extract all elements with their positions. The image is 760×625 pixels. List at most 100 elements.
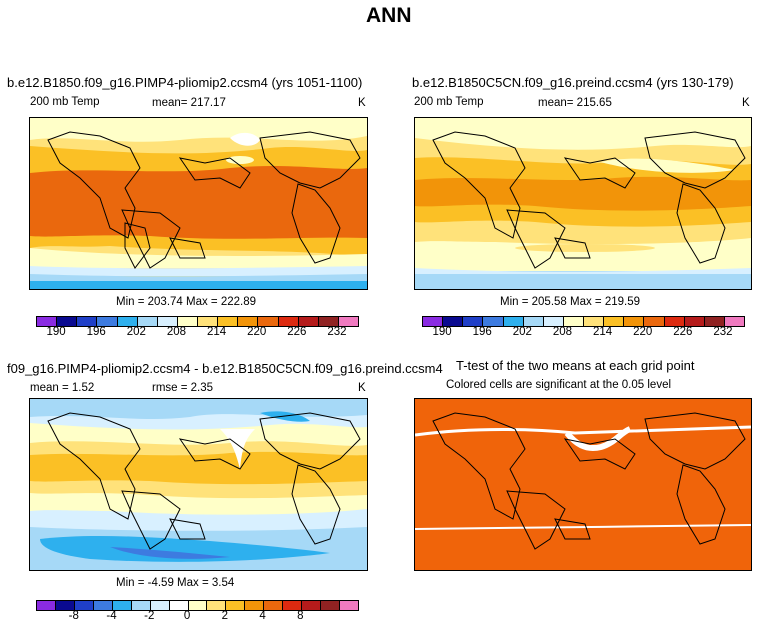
panel2-minmax: Min = 205.58 Max = 219.59 [500,296,641,308]
colorbar-swatch [302,601,322,610]
panel3-colorbar-labels: -8 -4 -2 0 2 4 8 [36,610,357,624]
colorbar-swatch [55,601,75,610]
colorbar-swatch [604,317,625,326]
panel1-minmax: Min = 203.74 Max = 222.89 [116,296,257,308]
colorbar-swatch [503,317,524,326]
colorbar-swatch [157,317,178,326]
colorbar-swatch [543,317,564,326]
colorbar-tick-label: 214 [206,326,227,338]
colorbar-swatch [724,317,744,326]
colorbar-swatch [137,317,158,326]
panel3-rmse: rmse = 2.35 [152,382,214,394]
colorbar-swatch [340,601,358,610]
panel1-colorbar-labels: 190 196 202 208 214 220 226 232 [36,326,357,340]
colorbar-swatch [169,601,189,610]
colorbar-swatch [483,317,504,326]
colorbar-tick-label: -2 [144,610,155,622]
colorbar-tick-label: 208 [552,326,573,338]
colorbar-swatch [245,601,265,610]
colorbar-swatch [584,317,605,326]
colorbar-tick-label: 214 [592,326,613,338]
colorbar-swatch [264,601,284,610]
colorbar-swatch [338,317,358,326]
colorbar-tick-label: 202 [512,326,532,338]
colorbar-swatch [188,601,208,610]
colorbar-swatch [37,317,58,326]
colorbar-swatch [624,317,645,326]
colorbar-swatch [112,601,132,610]
panel4-title: T-test of the two means at each grid poi… [456,358,695,373]
colorbar-swatch [74,601,94,610]
panel2-variable: 200 mb Temp [414,96,484,108]
colorbar-swatch [443,317,464,326]
colorbar-swatch [283,601,303,610]
colorbar-swatch [318,317,339,326]
colorbar-tick-label: -8 [68,610,79,622]
colorbar-swatch [423,317,444,326]
colorbar-swatch [131,601,151,610]
colorbar-swatch [177,317,198,326]
panel3-map [29,398,368,571]
colorbar-swatch [117,317,138,326]
colorbar-swatch [664,317,685,326]
panel1-mean: mean= 217.17 [152,97,226,109]
panel2-colorbar [422,316,745,327]
colorbar-tick-label: 226 [287,326,307,338]
panel2-mean: mean= 215.65 [538,97,612,109]
colorbar-swatch [97,317,118,326]
panel3-colorbar [36,600,359,611]
panel2-map [414,117,752,290]
colorbar-tick-label: 190 [46,326,66,338]
colorbar-swatch [684,317,705,326]
panel3-mean: mean = 1.52 [30,382,95,394]
panel4-map [414,398,752,571]
colorbar-swatch [258,317,279,326]
colorbar-tick-label: 202 [126,326,146,338]
colorbar-tick-label: 232 [713,326,733,338]
main-title: ANN [366,4,412,27]
colorbar-tick-label: 0 [183,610,191,622]
colorbar-swatch [218,317,239,326]
panel3-units: K [358,382,366,394]
panel1-variable: 200 mb Temp [30,96,100,108]
colorbar-swatch [704,317,725,326]
colorbar-swatch [644,317,665,326]
colorbar-tick-label: 208 [166,326,187,338]
colorbar-tick-label: 196 [86,326,106,338]
colorbar-swatch [198,317,219,326]
colorbar-swatch [57,317,78,326]
colorbar-tick-label: 220 [247,326,267,338]
colorbar-swatch [563,317,584,326]
panel1-map [29,117,368,290]
colorbar-swatch [150,601,170,610]
colorbar-tick-label: 232 [327,326,347,338]
colorbar-tick-label: 2 [221,610,229,622]
panel3-title: f09_g16.PIMP4-pliomip2.ccsm4 - b.e12.B18… [7,361,443,376]
colorbar-swatch [37,601,56,610]
colorbar-tick-label: 196 [472,326,492,338]
panel1-colorbar [36,316,359,327]
colorbar-tick-label: -4 [106,610,117,622]
colorbar-tick-label: 226 [673,326,693,338]
panel3-minmax: Min = -4.59 Max = 3.54 [116,577,235,589]
colorbar-tick-label: 8 [297,610,304,622]
colorbar-swatch [298,317,319,326]
colorbar-swatch [226,601,246,610]
colorbar-tick-label: 4 [259,610,266,622]
panel2-colorbar-labels: 190 196 202 208 214 220 226 232 [422,326,743,340]
colorbar-swatch [463,317,484,326]
panel1-title: b.e12.B1850.f09_g16.PIMP4-pliomip2.ccsm4… [7,75,363,90]
colorbar-tick-label: 190 [432,326,452,338]
colorbar-swatch [238,317,259,326]
colorbar-swatch [278,317,299,326]
panel4-subtitle: Colored cells are significant at the 0.0… [446,379,672,391]
panel2-title: b.e12.B1850C5CN.f09_g16.preind.ccsm4 (yr… [412,75,734,90]
colorbar-swatch [523,317,544,326]
colorbar-tick-label: 220 [633,326,653,338]
colorbar-swatch [77,317,98,326]
panel1-units: K [358,97,366,109]
panel2-units: K [742,97,750,109]
colorbar-swatch [321,601,340,610]
colorbar-swatch [93,601,113,610]
colorbar-swatch [207,601,227,610]
